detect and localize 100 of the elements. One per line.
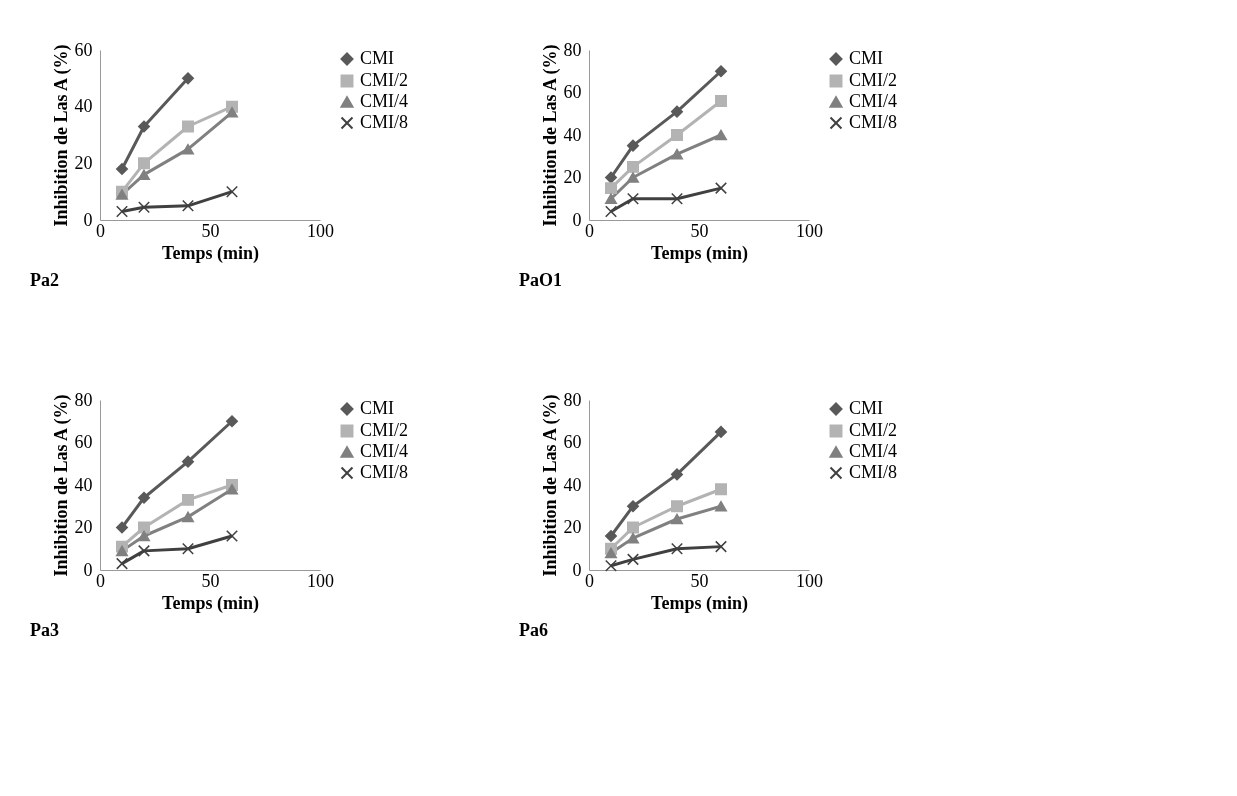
legend-label: CMI/4: [849, 441, 898, 461]
y-tick-label: 80: [563, 39, 582, 60]
point: [671, 513, 683, 525]
point: [627, 192, 639, 205]
point: [715, 500, 727, 512]
x-tick-label: 100: [796, 220, 823, 241]
x-tick-label: 100: [307, 570, 334, 591]
text: Pa2: [30, 270, 59, 290]
point: [627, 172, 639, 183]
legend-label: CMI/2: [849, 70, 898, 90]
point: [116, 163, 128, 175]
point: [116, 557, 128, 570]
x-tick-label: 50: [690, 570, 709, 591]
x-tick-label: 100: [796, 570, 823, 591]
point: [605, 205, 617, 218]
point: [627, 532, 639, 544]
point: [715, 182, 727, 195]
point: [138, 120, 150, 133]
point: [226, 483, 238, 495]
point: [226, 530, 238, 542]
point: [627, 553, 639, 566]
legend-label: CMI: [360, 48, 395, 68]
point: [605, 559, 617, 572]
x-tick-label: 50: [201, 220, 220, 241]
point: [605, 530, 617, 542]
point: [182, 143, 194, 155]
y-tick-label: 20: [563, 167, 582, 187]
x-tick-label: 50: [201, 570, 220, 591]
legend-label: CMI/8: [360, 112, 409, 132]
legend-label: CMI: [849, 48, 884, 68]
point: [671, 468, 683, 481]
point: [605, 182, 617, 195]
point: [182, 120, 194, 133]
legend-label: CMI/4: [360, 441, 409, 461]
point: [182, 542, 194, 555]
point: [138, 521, 150, 534]
y-tick-label: 20: [74, 152, 93, 173]
point: [116, 521, 128, 534]
point: [605, 193, 617, 205]
point: [116, 205, 128, 218]
legend-label: CMI/2: [849, 420, 898, 440]
y-tick-label: 40: [563, 124, 582, 145]
legend-label: CMI/4: [849, 91, 898, 111]
y-tick-label: 40: [74, 474, 93, 495]
point: [671, 148, 683, 160]
y-tick-label: 40: [74, 96, 93, 117]
point: [671, 105, 683, 118]
point: [138, 201, 150, 214]
legend-label: CMI/2: [360, 70, 409, 90]
point: [116, 545, 128, 557]
x-axis-title: Temps (min): [651, 592, 748, 614]
point: [715, 129, 727, 141]
x-tick-label: 50: [690, 220, 709, 241]
point: [138, 544, 150, 557]
point: [605, 171, 617, 184]
y-tick-label: 60: [74, 432, 93, 452]
point: [182, 493, 194, 506]
point: [627, 500, 639, 513]
point: [671, 542, 683, 555]
point: [116, 189, 128, 200]
y-axis-title: Inhibition de Las A (%): [539, 44, 561, 227]
point: [226, 415, 238, 428]
point: [627, 521, 639, 534]
point: [715, 425, 727, 438]
point: [627, 160, 639, 173]
point: [226, 107, 238, 118]
y-axis-title: Inhibition de Las A (%): [539, 394, 561, 577]
legend-label: CMI/8: [360, 462, 409, 482]
legend-label: CMI/8: [849, 112, 898, 132]
y-tick-label: 60: [563, 82, 582, 102]
y-tick-label: 60: [563, 432, 582, 452]
legend-label: CMI/8: [849, 462, 898, 482]
point: [671, 192, 683, 205]
x-tick-label: 100: [307, 220, 334, 241]
point: [182, 511, 194, 523]
point: [138, 491, 150, 504]
point: [226, 185, 238, 198]
y-tick-label: 20: [74, 517, 93, 537]
y-tick-label: 40: [563, 474, 582, 495]
legend-label: CMI: [849, 398, 884, 418]
text: Pa3: [30, 620, 59, 640]
y-tick-label: 80: [74, 389, 93, 410]
legend-label: CMI/4: [360, 91, 409, 111]
y-tick-label: 80: [563, 389, 582, 410]
legend-label: CMI/2: [360, 420, 409, 440]
point: [138, 530, 150, 542]
point: [671, 129, 683, 141]
y-axis-title: Inhibition de Las A (%): [50, 394, 72, 577]
x-axis-title: Temps (min): [162, 592, 259, 614]
point: [182, 72, 194, 85]
point: [671, 500, 683, 513]
point: [715, 95, 727, 107]
legend-label: CMI: [360, 398, 395, 418]
y-axis-title: Inhibition de Las A (%): [50, 44, 72, 227]
text: PaO1: [519, 270, 562, 290]
point: [715, 483, 727, 496]
point: [138, 157, 150, 170]
point: [138, 169, 150, 180]
point: [605, 547, 617, 559]
point: [627, 139, 639, 152]
